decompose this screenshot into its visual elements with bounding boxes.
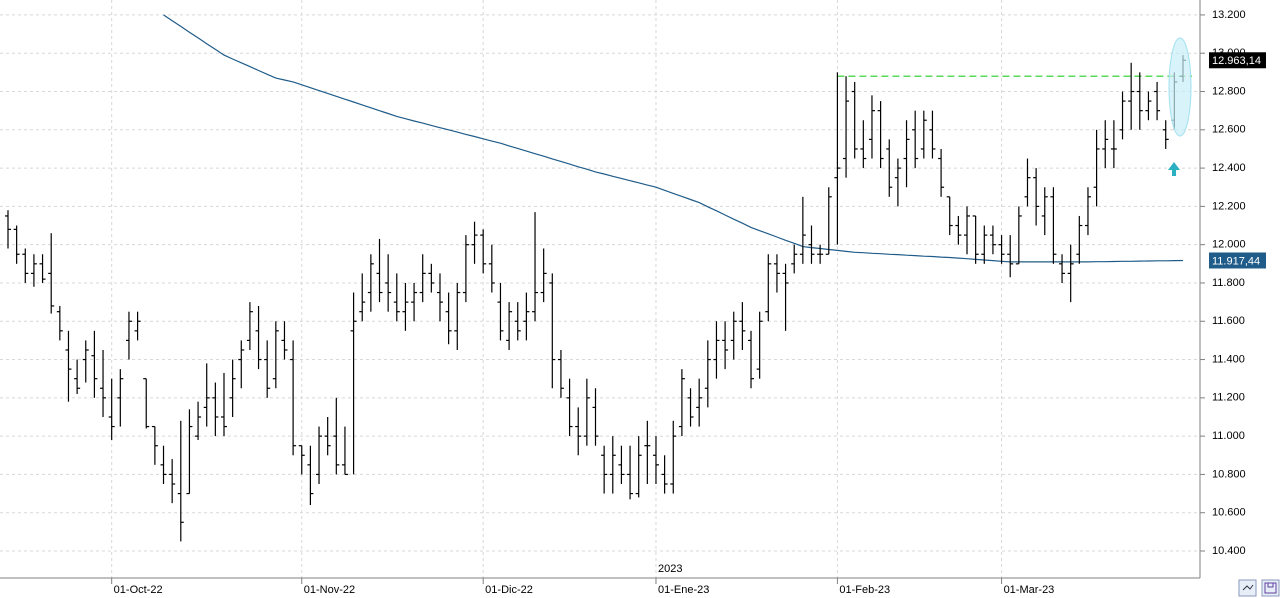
x-tick-label: 01-Ene-23 — [658, 584, 709, 596]
last-value-box — [1209, 252, 1266, 269]
y-tick-label: 12.000 — [1212, 239, 1246, 251]
y-tick-label: 12.200 — [1212, 200, 1246, 212]
y-tick-label: 10.800 — [1212, 468, 1246, 480]
save-icon — [1264, 582, 1277, 594]
save-button[interactable] — [1261, 579, 1280, 597]
y-tick-label: 11.000 — [1212, 430, 1245, 442]
y-tick-label: 11.400 — [1212, 353, 1245, 365]
y-tick-label: 10.400 — [1212, 545, 1246, 557]
x-tick-label: 01-Dic-22 — [485, 584, 533, 596]
y-tick-label: 12.800 — [1212, 85, 1246, 97]
last-value-label: 11.917,44 — [1212, 255, 1260, 267]
moving-average — [163, 14, 1184, 263]
y-tick-label: 11.800 — [1212, 277, 1245, 289]
y-tick-label: 13.200 — [1212, 9, 1246, 21]
y-tick-label: 10.600 — [1212, 507, 1246, 519]
labels: 10.400 10.600 10.800 11.000 11.200 11.400 11.6… — [114, 9, 1266, 596]
zoom-button[interactable] — [1238, 579, 1257, 597]
year-label: 2023 — [658, 563, 682, 575]
y-tick-label: 12.400 — [1212, 162, 1246, 174]
x-tick-label: 01-Feb-23 — [839, 584, 890, 596]
last-value-label: 12.963,14 — [1212, 55, 1261, 67]
y-tick-label: 12.600 — [1212, 124, 1246, 136]
y-tick-label: 11.600 — [1212, 315, 1245, 327]
plot-area — [5, 14, 1192, 542]
y-tick-label: 11.200 — [1212, 392, 1245, 404]
highlight-ellipse — [1168, 37, 1192, 137]
zoom-icon — [1242, 584, 1254, 591]
x-tick-label: 01-Oct-22 — [114, 584, 163, 596]
x-tick-label: 01-Nov-22 — [304, 584, 355, 596]
last-value-box — [1209, 52, 1266, 69]
arrow-up — [1168, 162, 1180, 176]
grid — [0, 0, 1205, 584]
x-tick-label: 01-Mar-23 — [1004, 584, 1055, 596]
